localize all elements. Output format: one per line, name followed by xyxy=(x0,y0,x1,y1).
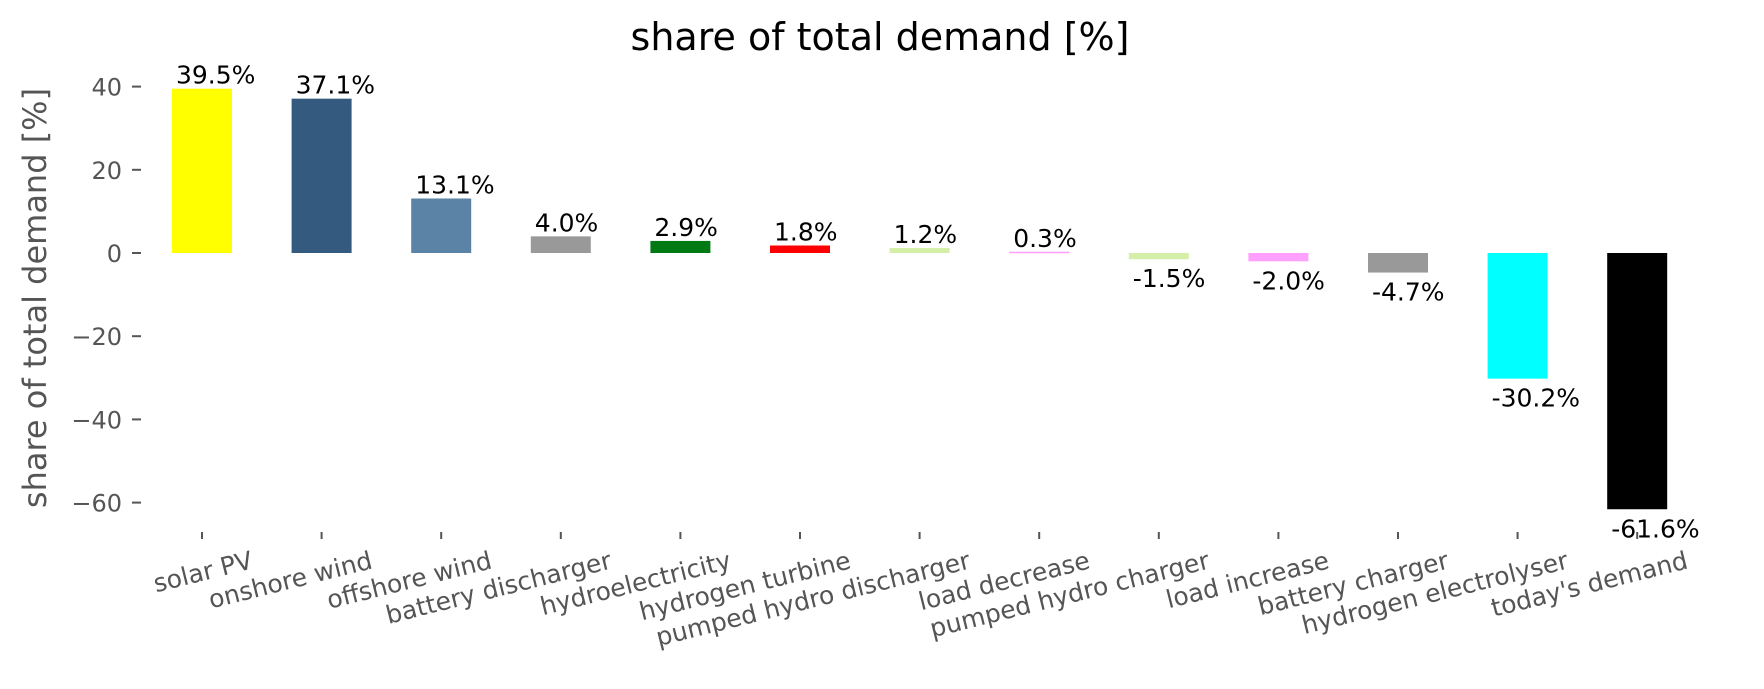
data-label: -30.2% xyxy=(1492,384,1580,413)
y-tick-label: 0 xyxy=(107,240,122,268)
bar xyxy=(650,240,711,253)
data-label: -4.7% xyxy=(1372,278,1445,307)
data-label: 13.1% xyxy=(415,171,494,200)
y-axis: 40 20 0 −20 −40 −60 xyxy=(71,74,141,518)
data-label: 2.9% xyxy=(654,213,718,242)
data-label: -1.5% xyxy=(1133,264,1206,293)
bar xyxy=(172,88,232,254)
bar xyxy=(411,198,472,253)
bar xyxy=(291,98,352,253)
chart-title: share of total demand [%] xyxy=(631,15,1130,59)
y-tick-label: −60 xyxy=(71,490,122,518)
data-label: 37.1% xyxy=(296,71,375,100)
y-tick-label: 20 xyxy=(91,157,122,185)
y-tick-label: 40 xyxy=(91,74,122,102)
y-tick-label: −20 xyxy=(71,323,122,351)
bar xyxy=(530,236,591,253)
data-label: -61.6% xyxy=(1611,514,1699,543)
bar xyxy=(1607,253,1668,510)
data-label: 0.3% xyxy=(1013,224,1077,253)
bars-group: 39.5% 37.1% 13.1% 4.0% 2.9% 1.8% 1.2% 0.3% -1.5%… xyxy=(172,61,1700,543)
bar xyxy=(1368,253,1428,273)
data-label: 1.8% xyxy=(774,218,838,247)
bar xyxy=(1487,253,1548,379)
data-label: 1.2% xyxy=(894,220,958,249)
bar xyxy=(770,245,830,253)
bar xyxy=(1009,251,1070,254)
y-tick-label: −40 xyxy=(71,406,122,434)
bar xyxy=(1128,253,1189,260)
data-label: 4.0% xyxy=(535,208,599,237)
bar xyxy=(1248,253,1309,262)
data-label: 39.5% xyxy=(176,61,255,90)
bar xyxy=(889,248,950,253)
data-label: -2.0% xyxy=(1252,266,1325,295)
y-axis-label: share of total demand [%] xyxy=(16,88,54,508)
